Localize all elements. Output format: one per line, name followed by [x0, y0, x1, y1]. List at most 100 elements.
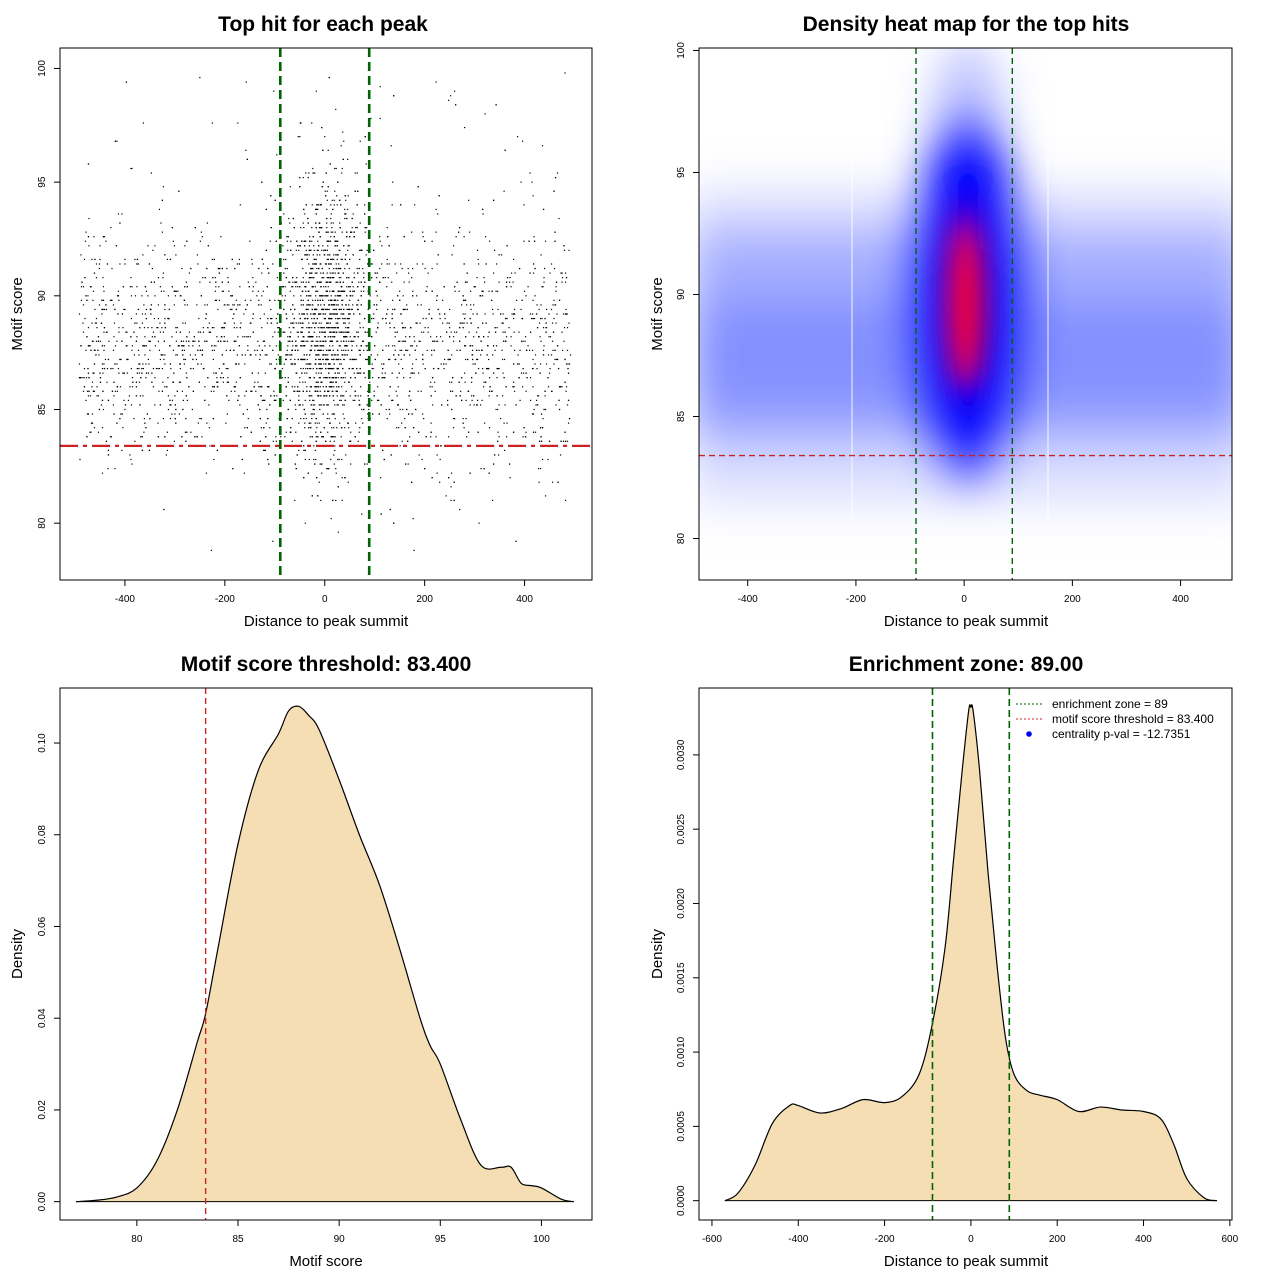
scatter-point — [298, 313, 300, 315]
scatter-point — [308, 263, 310, 265]
scatter-point — [414, 340, 416, 342]
scatter-point — [350, 463, 352, 465]
scatter-point — [220, 236, 222, 238]
scatter-point — [365, 358, 367, 361]
scatter-point — [94, 322, 97, 324]
scatter-point — [97, 349, 99, 351]
scatter-point — [521, 140, 524, 142]
scatter-point — [319, 327, 321, 329]
distance-density-x-tick-label: -200 — [875, 1234, 895, 1245]
scatter-point — [341, 172, 343, 174]
scatter-point — [117, 213, 120, 215]
scatter-point — [316, 336, 318, 338]
scatter-point — [302, 281, 304, 283]
scatter-point — [151, 381, 153, 383]
scatter-point — [247, 281, 249, 283]
scatter-point — [136, 367, 139, 370]
scatter-point — [303, 477, 305, 479]
scatter-point — [542, 417, 544, 420]
scatter-point — [285, 431, 287, 433]
scatter-point — [118, 372, 120, 374]
scatter-point — [345, 199, 347, 201]
scatter-point — [308, 422, 310, 424]
scatter-point — [136, 263, 138, 265]
scatter-point — [536, 304, 538, 306]
scatter-point — [87, 236, 90, 238]
scatter-point — [419, 340, 421, 342]
scatter-point — [150, 308, 152, 311]
scatter-point — [422, 263, 424, 265]
heatmap-y-tick-label: 100 — [676, 42, 687, 59]
scatter-point — [374, 272, 376, 274]
scatter-point — [356, 367, 358, 370]
scatter-point — [228, 399, 230, 401]
scatter-point — [261, 386, 263, 388]
scatter-point — [333, 377, 335, 379]
scatter-point — [333, 199, 335, 201]
scatter-x-tick-label: -400 — [115, 594, 135, 605]
scatter-point — [364, 213, 366, 215]
scatter-point — [277, 354, 279, 356]
scatter-point — [364, 463, 366, 465]
scatter-point — [157, 304, 160, 306]
scatter-point — [566, 349, 569, 351]
scatter-point — [299, 404, 301, 406]
scatter-point — [320, 363, 322, 365]
scatter-point — [492, 313, 494, 315]
scatter-point — [525, 390, 527, 392]
scatter-point — [250, 390, 252, 392]
scatter-point — [317, 249, 319, 251]
scatter-point — [344, 267, 346, 270]
score-density-x-axis: 80 85 90 95 100 — [131, 1220, 550, 1245]
scatter-point — [484, 313, 486, 315]
scatter-point — [241, 354, 243, 356]
scatter-point — [244, 299, 246, 301]
scatter-point — [325, 281, 327, 283]
scatter-point — [269, 404, 271, 406]
scatter-point — [273, 395, 275, 397]
scatter-point — [527, 286, 529, 288]
scatter-point — [198, 340, 200, 342]
scatter-point — [522, 372, 525, 374]
scatter-point — [512, 258, 515, 261]
scatter-point — [427, 327, 429, 329]
scatter-point — [476, 358, 478, 361]
scatter-point — [316, 477, 318, 479]
scatter-point — [333, 331, 335, 333]
scatter-point — [178, 381, 180, 383]
scatter-point — [361, 417, 363, 420]
scatter-point — [332, 231, 334, 233]
scatter-point — [263, 427, 265, 429]
scatter-point — [337, 304, 339, 306]
scatter-point — [319, 281, 321, 283]
scatter-point — [315, 345, 317, 347]
scatter-point — [563, 340, 565, 342]
scatter-point — [534, 267, 536, 270]
scatter-point — [517, 354, 519, 356]
scatter-point — [106, 263, 109, 265]
scatter-point — [209, 331, 211, 333]
scatter-point — [311, 204, 313, 206]
scatter-point — [314, 404, 316, 406]
scatter-point — [313, 258, 315, 261]
scatter-point — [454, 90, 456, 92]
scatter-point — [197, 422, 199, 424]
scatter-point — [162, 331, 165, 333]
scatter-point — [472, 363, 474, 365]
scatter-point — [179, 331, 181, 333]
scatter-point — [174, 404, 176, 406]
scatter-point — [319, 254, 321, 256]
scatter-point — [169, 258, 171, 261]
scatter-point — [322, 308, 324, 311]
scatter-point — [143, 431, 145, 433]
scatter-point — [453, 481, 455, 483]
scatter-point — [301, 313, 303, 315]
scatter-point — [413, 427, 415, 429]
scatter-point — [291, 440, 293, 442]
scatter-point — [218, 272, 220, 274]
scatter-point — [84, 317, 86, 320]
scatter-point — [337, 267, 339, 270]
scatter-point — [336, 195, 338, 197]
scatter-point — [91, 386, 93, 388]
scatter-point — [315, 213, 317, 215]
